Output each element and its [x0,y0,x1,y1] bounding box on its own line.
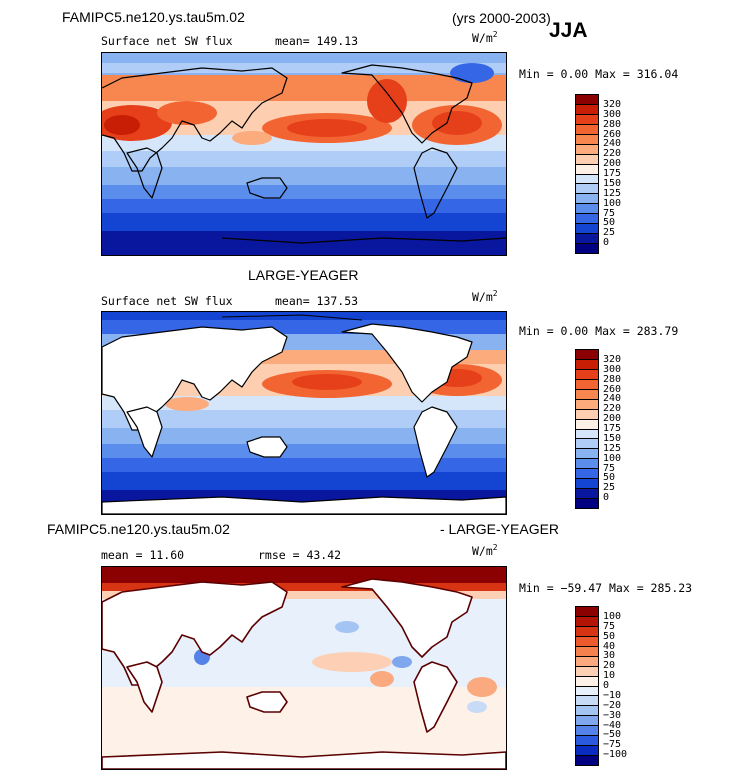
panel1-colorbar-tick: 220 [603,148,622,160]
panel1-colorbar-tick: 0 [603,237,610,249]
panel1-colorbar-tick: 240 [603,138,622,150]
panel2-map [101,311,507,515]
obs-title: LARGE-YEAGER [248,267,359,283]
diff-rmse: rmse = 43.42 [258,548,342,562]
diff-colorbar-tick: −30 [603,709,622,721]
season-label: JJA [549,19,588,42]
diff-colorbar-tick: −20 [603,699,622,711]
diff-colorbar-tick: −10 [603,689,622,701]
panel2-colorbar-tick: 25 [603,482,616,494]
panel1-units: W/m2 [472,30,498,45]
panel1-variable: Surface net SW flux [101,34,233,48]
panel1-map [101,52,507,256]
panel2-colorbar-tick: 50 [603,472,616,484]
panel1-colorbar-tick: 260 [603,128,622,140]
panel1-colorbar-tick: 320 [603,98,622,110]
diff-colorbar-tick: 10 [603,670,616,682]
panel2-colorbar-tick: 0 [603,492,610,504]
panel1-colorbar-tick: 200 [603,158,622,170]
diff-colorbar-tick: −40 [603,719,622,731]
panel2-colorbar-tick: 260 [603,383,622,395]
panel2-colorbar-tick: 125 [603,442,622,454]
panel1-colorbar-tick: 125 [603,187,622,199]
panel2-colorbar-tick: 200 [603,413,622,425]
diff-title-left: FAMIPC5.ne120.ys.tau5m.02 [47,521,230,537]
panel2-mean: mean= 137.53 [275,294,359,308]
panel1-colorbar-tick: 25 [603,227,616,239]
panel2-colorbar-tick: 280 [603,373,622,385]
diff-colorbar-tick: 100 [603,610,622,622]
panel1-colorbar-tick: 175 [603,168,622,179]
diff-colorbar-tick: 0 [603,680,610,691]
panel2-colorbar-tick: 75 [603,462,616,474]
panel1-mean: mean= 149.13 [275,34,359,48]
panel2-colorbar-tick: 175 [603,423,622,434]
panel1-minmax: Min = 0.00 Max = 316.04 [519,67,679,81]
panel2-units: W/m2 [472,289,498,304]
panel2-variable: Surface net SW flux [101,294,233,308]
panel1-colorbar-tick: 280 [603,118,622,130]
panel1-colorbar-tick: 150 [603,177,622,189]
panel2-colorbar [575,349,599,509]
diff-colorbar-tick: 40 [603,640,616,652]
panel2-colorbar-tick: 150 [603,432,622,444]
years-label: (yrs 2000-2003) [452,10,551,26]
diff-colorbar [575,606,599,766]
case-title: FAMIPC5.ne120.ys.tau5m.02 [62,9,245,25]
diff-minmax: Min = −59.47 Max = 285.23 [519,581,693,595]
panel2-colorbar-tick: 320 [603,353,622,365]
diff-colorbar-tick: 75 [603,620,616,632]
panel1-colorbar [575,94,599,254]
diff-colorbar-tick: −50 [603,729,622,741]
panel2-colorbar-tick: 100 [603,452,622,464]
diff-title-right: - LARGE-YEAGER [440,521,560,537]
panel2-colorbar-tick: 240 [603,393,622,405]
diff-colorbar-tick: 50 [603,630,616,642]
panel1-colorbar-tick: 100 [603,197,622,209]
panel1-colorbar-tick: 50 [603,217,616,229]
diff-mean: mean = 11.60 [101,548,185,562]
diff-colorbar-tick: −100 [603,749,628,761]
diff-colorbar-tick: −75 [603,739,622,751]
diff-colorbar-tick: 30 [603,650,616,662]
diff-map [101,566,507,770]
panel1-colorbar-tick: 75 [603,207,616,219]
panel1-colorbar-tick: 300 [603,108,622,120]
diff-colorbar-tick: 20 [603,660,616,672]
panel2-minmax: Min = 0.00 Max = 283.79 [519,324,679,338]
diff-units: W/m2 [472,543,498,558]
panel2-colorbar-tick: 300 [603,363,622,375]
panel2-colorbar-tick: 220 [603,403,622,415]
